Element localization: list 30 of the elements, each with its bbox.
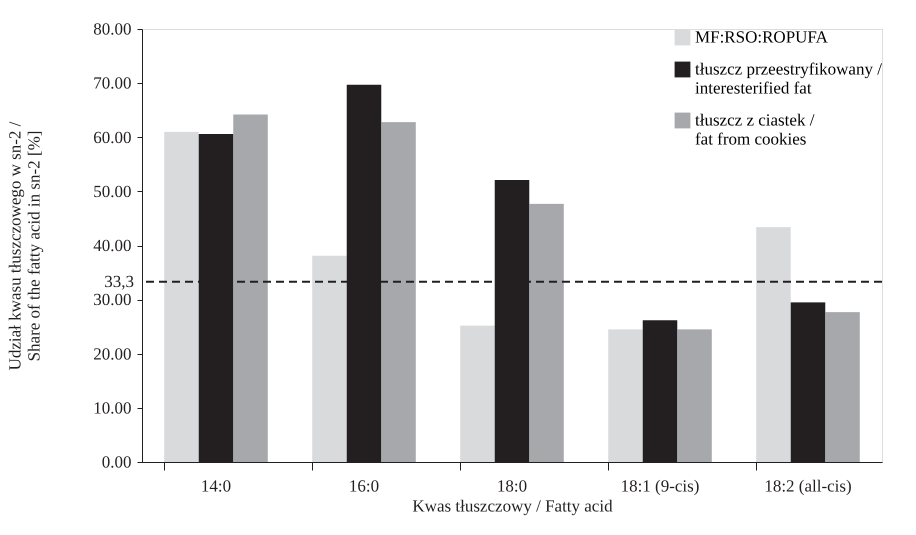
x-tick-label: 18:0	[496, 476, 528, 496]
y-tick-label: 40.00	[93, 236, 132, 255]
bar	[756, 227, 791, 462]
bar	[825, 312, 860, 462]
x-tick-label: 14:0	[200, 476, 232, 496]
y-tick-label: 50.00	[93, 182, 132, 201]
y-tick-label: 0.00	[102, 452, 132, 472]
ref-line-label: 33,3	[104, 272, 134, 291]
legend-label: MF:RSO:ROPUFA	[695, 28, 829, 46]
legend-label: tłuszcz z ciastek / fat from cookies	[695, 110, 815, 148]
bar	[608, 329, 643, 462]
y-tick-label: 80.00	[93, 20, 132, 38]
bar	[677, 329, 712, 462]
bar	[312, 256, 347, 462]
y-tick-label: 70.00	[93, 74, 132, 93]
legend-label: tłuszcz przeestryfikowany / interesterified fat	[695, 60, 882, 98]
x-tick-label: 18:1 (9-cis)	[620, 476, 700, 496]
y-axis-title: Udział kwasu tłuszczowego w sn-2 / Share of the fatty acid in sn-2 [%]	[5, 121, 44, 370]
y-tick-label: 10.00	[93, 398, 132, 418]
y-tick-label: 20.00	[93, 344, 132, 364]
bar	[460, 326, 495, 462]
bar	[233, 114, 268, 462]
bar	[164, 132, 199, 462]
y-tick-label: 60.00	[93, 128, 132, 147]
y-tick-label: 30.00	[93, 290, 132, 310]
x-tick-label: 16:0	[348, 476, 380, 496]
x-tick-label: 18:2 (all-cis)	[764, 476, 852, 496]
bar	[381, 122, 416, 462]
x-axis-title: Kwas tłuszczowy / Fatty acid	[412, 496, 614, 516]
bar	[529, 204, 564, 462]
